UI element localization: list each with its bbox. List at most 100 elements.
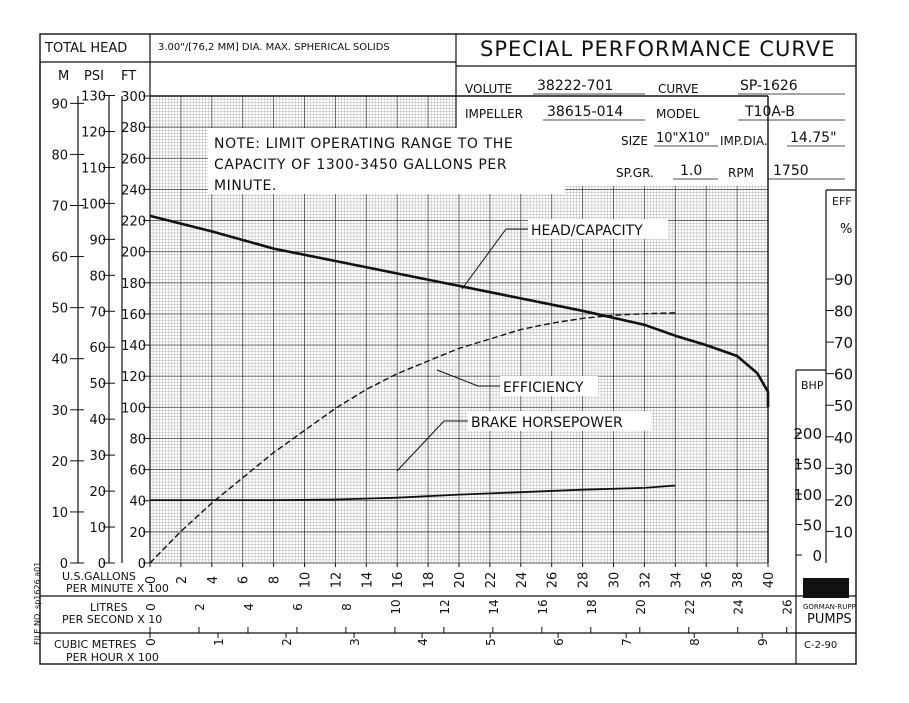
bhp-unit-label: BHP [801,379,824,392]
m3h-label-1: CUBIC METRES [54,638,136,651]
ft-tick-label: 80 [129,432,146,447]
gpm-tick-label: 40 [762,572,777,589]
gpm-tick-label: 28 [577,572,592,589]
gpm-tick-label: 26 [546,572,561,589]
rpm-label: RPM [728,166,754,180]
logo-line-2: PUMPS [807,612,852,627]
impeller-value: 38615-014 [547,104,623,120]
ft-tick-label: 220 [121,215,146,230]
psi-tick-label: 60 [89,341,106,356]
m-tick-label: 80 [51,148,68,163]
gpm-tick-label: 22 [484,572,499,589]
m3h-tick-label: 6 [552,638,566,646]
gpm-label-2: PER MINUTE X 100 [66,582,169,595]
gpm-tick-label: 6 [237,576,252,584]
psi-tick-label: 80 [89,269,106,284]
gpm-tick-label: 18 [422,572,437,589]
bhp-tick-label: 100 [793,486,822,504]
header: TOTAL HEAD 3.00"/[76,2 MM] DIA. MAX. SPH… [44,37,837,180]
bhp-callout-leader-2 [396,420,445,472]
m-tick-label: 70 [51,200,68,215]
efficiency-curve [149,312,676,564]
psi-tick-label: 0 [98,557,106,572]
model-label: MODEL [656,107,700,121]
brake-horsepower-curve [150,484,676,502]
bhp-tick-label: 150 [793,456,822,474]
psi-tick-label: 30 [89,449,106,464]
impeller-label: IMPELLER [465,107,523,121]
m-tick-label: 90 [51,97,68,112]
head-capacity-callout: HEAD/CAPACITY [531,223,643,239]
head-callout-leader-2 [461,228,507,290]
ft-tick-label: 280 [121,121,146,136]
lps-tick-label: 6 [291,603,305,611]
eff-tick-label: 10 [834,523,853,541]
m3h-label-2: PER HOUR X 100 [66,651,159,664]
size-value: 10"X10" [656,131,710,146]
psi-tick-label: 10 [89,521,106,536]
m-tick-label: 40 [51,353,68,368]
m-tick-label: 10 [51,506,68,521]
eff-tick-label: 40 [834,429,853,447]
lps-tick-label: 2 [193,603,207,611]
gpm-tick-label: 2 [175,576,190,584]
model-value: T10A-B [744,104,795,120]
ft-tick-label: 240 [121,183,146,198]
lps-tick-label: 24 [732,599,746,614]
curve-label: CURVE [658,82,699,96]
psi-tick-label: 130 [81,90,106,105]
spgr-value: 1.0 [680,163,702,179]
lps-label-1: LITRES [90,601,128,614]
m3h-tick-label: 2 [280,638,294,646]
operating-range-note: NOTE: LIMIT OPERATING RANGE TO THE CAPAC… [208,128,565,194]
gpm-label-1: U.S.GALLONS [62,570,136,583]
m3h-tick-label: 0 [144,638,158,646]
gpm-tick-label: 34 [669,572,684,589]
gpm-tick-label: 36 [700,572,715,589]
m3h-tick-label: 8 [688,638,702,646]
impdia-value: 14.75" [790,130,837,146]
callouts: HEAD/CAPACITY EFFICIENCY BRAKE HORSEPOWE… [396,219,668,472]
lps-tick-label: 4 [242,603,256,611]
axis-ticks: 0204060801001201401601802002202402602803… [51,90,853,646]
m-tick-label: 50 [51,302,68,317]
psi-tick-label: 90 [89,233,106,248]
lps-tick-label: 26 [781,599,795,614]
m-tick-label: 20 [51,455,68,470]
eff-tick-label: 20 [834,492,853,510]
efficiency-callout: EFFICIENCY [503,380,584,396]
chart-title: SPECIAL PERFORMANCE CURVE [480,37,836,61]
gpm-tick-label: 38 [731,572,746,589]
gpm-tick-label: 8 [268,576,283,584]
eff-callout-leader-2 [436,369,479,387]
gpm-tick-label: 0 [144,576,159,584]
psi-tick-label: 50 [89,377,106,392]
volute-label: VOLUTE [465,82,512,96]
m3h-tick-label: 3 [348,638,362,646]
note-line-3: MINUTE. [214,178,277,194]
m-unit-label: M [58,69,69,84]
chart-series [149,214,770,564]
eff-percent-label: % [840,222,852,237]
bhp-tick-label: 0 [812,547,822,565]
logo-code: C-2-90 [804,640,837,651]
lps-tick-label: 18 [585,599,599,614]
rpm-value: 1750 [773,163,809,179]
ft-tick-label: 100 [121,401,146,416]
psi-tick-label: 110 [81,161,106,176]
ft-tick-label: 260 [121,152,146,167]
eff-unit-label: EFF [832,195,852,208]
ft-tick-label: 120 [121,370,146,385]
gpm-tick-label: 14 [360,572,375,589]
eff-tick-label: 60 [834,366,853,384]
ft-tick-label: 40 [129,495,146,510]
solids-panel-bg [150,34,456,62]
gpm-tick-label: 24 [515,572,530,589]
lps-tick-label: 16 [536,599,550,614]
eff-tick-label: 50 [834,397,853,415]
total-head-label: TOTAL HEAD [44,41,127,56]
lps-tick-label: 8 [340,603,354,611]
m3h-tick-label: 4 [416,638,430,646]
impdia-label: IMP.DIA. [720,134,768,148]
